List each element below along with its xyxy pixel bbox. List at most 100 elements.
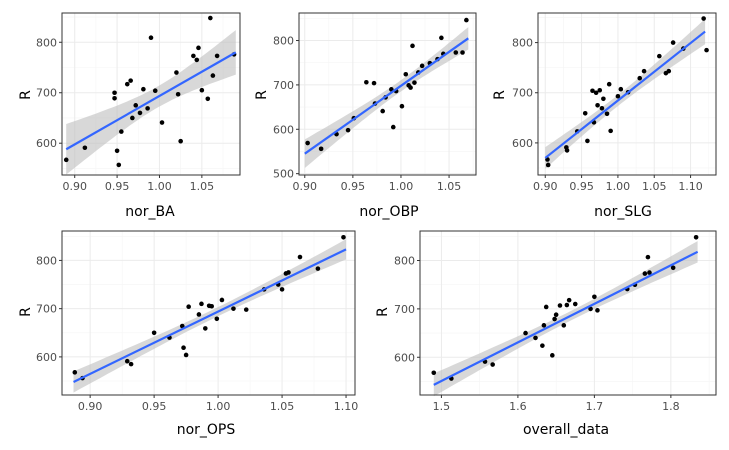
data-point	[460, 50, 465, 55]
y-axis-title: R	[492, 90, 508, 100]
data-point	[128, 361, 134, 367]
x-axis-title: nor_OPS	[177, 422, 236, 438]
data-point	[585, 138, 590, 144]
data-point	[194, 57, 200, 63]
y-tick-label: 700	[512, 87, 533, 100]
data-point	[566, 297, 572, 303]
data-point	[345, 127, 351, 133]
y-axis-title: R	[18, 90, 34, 100]
x-axis-title: nor_OBP	[359, 204, 418, 220]
x-tick-label: 1.00	[206, 400, 231, 413]
data-point	[178, 138, 183, 144]
panel-border	[61, 12, 241, 176]
data-point	[572, 301, 578, 307]
data-point	[595, 308, 600, 313]
data-point	[124, 358, 130, 364]
y-tick-label: 700	[36, 87, 57, 100]
data-point	[523, 330, 528, 336]
data-point	[666, 68, 672, 74]
data-point	[315, 266, 321, 271]
data-point	[608, 128, 613, 134]
x-tick-label: 0.90	[533, 180, 558, 193]
y-axis-title: R	[18, 307, 34, 317]
data-point	[181, 345, 186, 351]
data-point	[540, 343, 545, 348]
data-point	[175, 91, 181, 97]
data-point	[380, 108, 385, 114]
y-tick-label: 600	[36, 351, 57, 364]
plot-area: 0.90 0.95 1.00 1.05 500 600 700 800	[273, 12, 477, 193]
data-point	[599, 105, 605, 111]
data-point	[701, 16, 706, 21]
trend-line	[304, 37, 469, 155]
data-point	[553, 312, 559, 317]
data-point	[119, 129, 124, 134]
x-tick-label: 0.95	[569, 180, 594, 193]
x-tick-label: 0.90	[62, 180, 87, 193]
plot-area: 1.5 1.6 1.7 1.8 600 700 800	[394, 230, 717, 413]
data-point	[604, 111, 610, 117]
data-point	[152, 88, 158, 94]
x-tick-label: 1.10	[678, 180, 703, 193]
data-point	[601, 96, 606, 102]
data-point	[670, 265, 676, 271]
data-point	[116, 162, 122, 168]
x-axis-title: nor_SLG	[594, 204, 652, 220]
data-point	[419, 63, 425, 69]
x-tick-label: 0.95	[142, 400, 167, 413]
data-point	[205, 96, 211, 102]
plot-area: 0.90 0.95 1.00 1.05 600 700 800	[36, 12, 241, 193]
data-point	[588, 306, 593, 312]
data-point	[408, 85, 413, 90]
data-point	[453, 50, 459, 55]
data-point	[399, 103, 405, 109]
data-point	[545, 162, 551, 168]
data-point	[196, 45, 201, 51]
x-tick-label: 0.90	[78, 400, 103, 413]
data-point	[318, 146, 324, 152]
data-point	[208, 15, 213, 21]
data-point	[564, 148, 570, 153]
data-point	[186, 304, 191, 310]
data-point	[199, 301, 204, 307]
data-point	[552, 316, 557, 322]
x-tick-label: 1.05	[642, 180, 667, 193]
data-point	[279, 287, 285, 292]
data-point	[597, 87, 603, 93]
data-point	[645, 254, 651, 260]
trend-line	[433, 250, 699, 386]
panel-nor-ba: 0.90 0.95 1.00 1.05 600 700 800 nor_BA R	[18, 12, 241, 220]
data-point	[174, 70, 179, 75]
data-point	[112, 90, 117, 96]
y-tick-label: 700	[36, 303, 57, 316]
x-axis-title: nor_BA	[125, 204, 175, 220]
x-tick-label: 1.00	[606, 180, 631, 193]
y-tick-label: 700	[273, 79, 294, 92]
y-tick-label: 800	[394, 255, 415, 268]
x-tick-label: 1.7	[586, 400, 604, 413]
data-point	[582, 111, 588, 116]
confidence-band	[66, 30, 236, 175]
trend-line	[73, 248, 347, 383]
x-tick-label: 1.00	[147, 180, 172, 193]
data-point	[557, 303, 563, 308]
data-point	[305, 140, 310, 146]
y-tick-label: 500	[273, 168, 294, 181]
y-tick-label: 800	[36, 254, 57, 267]
data-point	[297, 254, 303, 260]
data-point	[541, 323, 547, 328]
data-point	[637, 75, 643, 81]
data-point	[615, 93, 621, 99]
x-tick-label: 1.05	[270, 400, 295, 413]
x-tick-label: 1.5	[433, 400, 451, 413]
data-point	[133, 103, 139, 108]
data-point	[606, 81, 612, 87]
x-tick-label: 1.00	[389, 180, 414, 193]
panel-nor-ops: 0.90 0.95 1.00 1.05 1.10 600 700 800 nor_OPS R	[18, 230, 358, 438]
data-point	[148, 35, 154, 41]
panel-border	[298, 12, 477, 176]
data-point	[63, 157, 69, 163]
data-point	[618, 86, 624, 92]
y-tick-label: 800	[273, 35, 294, 48]
